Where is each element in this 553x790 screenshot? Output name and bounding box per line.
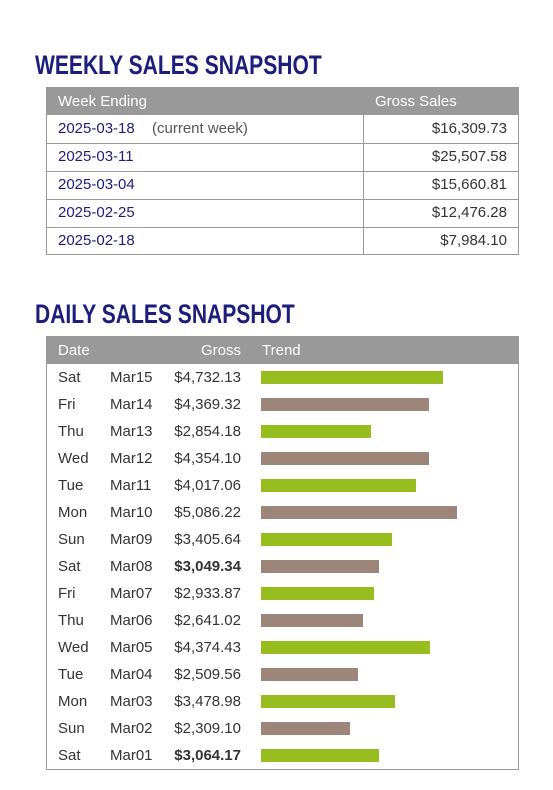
day-name: Thu: [58, 612, 84, 629]
day-gross: $2,641.02: [174, 612, 241, 629]
row-divider: [47, 227, 518, 228]
section-title: WEEKLY SALES SNAPSHOT: [35, 50, 322, 80]
day-gross: $4,369.32: [174, 396, 241, 413]
day-date: Mar12: [110, 450, 153, 467]
trend-bar: [261, 506, 457, 519]
day-date: Mar15: [110, 369, 153, 386]
week-gross: $25,507.58: [431, 148, 507, 165]
day-name: Wed: [58, 639, 89, 656]
day-date: Mar01: [110, 747, 153, 764]
row-divider: [47, 143, 518, 144]
trend-bar: [261, 425, 371, 438]
day-date: Mar13: [110, 423, 153, 440]
week-gross: $16,309.73: [431, 120, 507, 137]
day-gross: $4,354.10: [174, 450, 241, 467]
day-date: Mar03: [110, 693, 153, 710]
day-date: Mar09: [110, 531, 153, 548]
column-header: Gross Sales: [375, 93, 457, 110]
day-name: Tue: [58, 477, 84, 494]
week-note: (current week): [152, 120, 248, 137]
trend-bar: [261, 398, 430, 411]
trend-bar: [261, 614, 363, 627]
trend-bar: [261, 668, 358, 681]
row-divider: [47, 199, 518, 200]
day-name: Fri: [58, 585, 76, 602]
day-date: Mar04: [110, 666, 153, 683]
week-date: 2025-03-04: [58, 176, 135, 193]
day-gross: $3,049.34: [174, 558, 241, 575]
day-date: Mar02: [110, 720, 153, 737]
day-name: Sat: [58, 558, 81, 575]
day-name: Mon: [58, 504, 88, 521]
week-date: 2025-02-25: [58, 204, 135, 221]
trend-bar: [261, 641, 430, 654]
day-name: Sat: [58, 369, 81, 386]
day-name: Tue: [58, 666, 84, 683]
trend-bar: [261, 722, 350, 735]
column-header: Gross: [200, 342, 241, 359]
week-date: 2025-03-11: [58, 148, 134, 165]
trend-bar: [261, 533, 393, 546]
daily-table: Date Gross Trend Sat Mar15 $4,732.13 Fri Mar…: [46, 336, 519, 770]
day-gross: $2,509.56: [174, 666, 241, 683]
week-date: 2025-02-18: [58, 232, 135, 249]
trend-bar: [261, 587, 375, 600]
table-header: Week Ending Gross Sales: [47, 88, 518, 115]
column-header: Week Ending: [58, 93, 147, 110]
trend-bar: [261, 371, 444, 384]
day-gross: $2,309.10: [174, 720, 241, 737]
row-divider: [47, 171, 518, 172]
day-name: Sun: [58, 531, 85, 548]
section-title: DAILY SALES SNAPSHOT: [35, 299, 295, 329]
day-name: Sun: [58, 720, 85, 737]
table-header: Date Gross Trend: [47, 337, 518, 364]
day-date: Mar07: [110, 585, 153, 602]
day-name: Mon: [58, 693, 88, 710]
trend-bar: [261, 479, 416, 492]
trend-bar: [261, 452, 429, 465]
day-gross: $4,374.43: [174, 639, 241, 656]
day-date: Mar06: [110, 612, 153, 629]
column-divider: [363, 115, 364, 254]
day-date: Mar10: [110, 504, 153, 521]
day-name: Wed: [58, 450, 89, 467]
day-gross: $3,064.17: [174, 747, 241, 764]
day-gross: $4,732.13: [174, 369, 241, 386]
week-gross: $7,984.10: [440, 232, 507, 249]
day-gross: $3,405.64: [174, 531, 241, 548]
day-gross: $2,933.87: [174, 585, 241, 602]
week-gross: $12,476.28: [431, 204, 507, 221]
day-gross: $3,478.98: [174, 693, 241, 710]
day-name: Thu: [58, 423, 84, 440]
day-date: Mar14: [110, 396, 153, 413]
trend-bar: [261, 560, 379, 573]
day-gross: $5,086.22: [174, 504, 241, 521]
trend-bar: [261, 695, 396, 708]
column-header: Date: [58, 342, 90, 359]
column-header: Trend: [262, 342, 301, 359]
day-gross: $2,854.18: [174, 423, 241, 440]
week-gross: $15,660.81: [431, 176, 507, 193]
day-date: Mar08: [110, 558, 153, 575]
day-gross: $4,017.06: [174, 477, 241, 494]
trend-bar: [261, 749, 380, 762]
day-date: Mar11: [110, 477, 152, 494]
day-name: Sat: [58, 747, 81, 764]
day-name: Fri: [58, 396, 76, 413]
day-date: Mar05: [110, 639, 153, 656]
weekly-table: Week Ending Gross Sales 2025-03-18 (curre…: [46, 87, 519, 255]
week-date: 2025-03-18: [58, 120, 135, 137]
